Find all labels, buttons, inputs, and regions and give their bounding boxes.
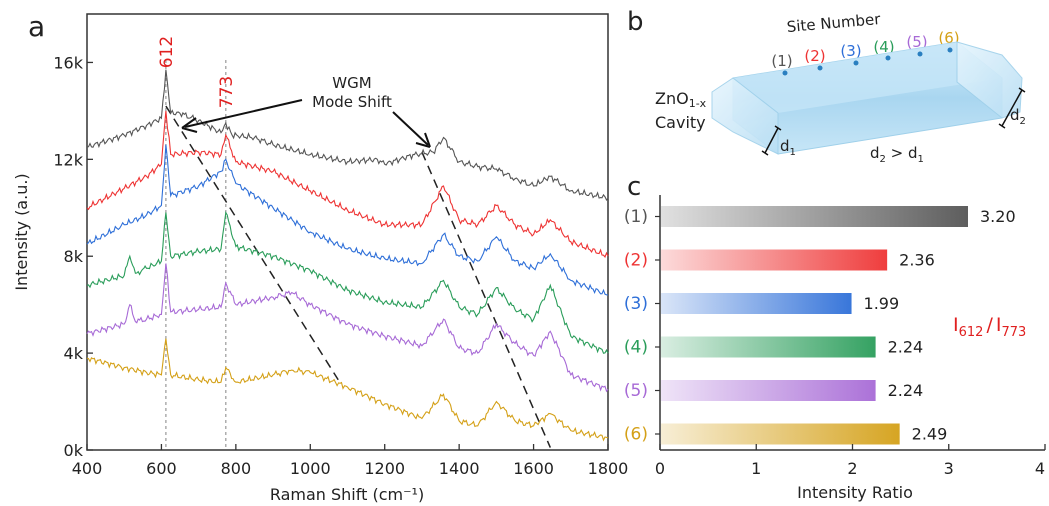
d2-greater-d1-label: d2 > d1	[870, 144, 924, 165]
spectrum-site-6	[86, 338, 609, 442]
c-x-tick-label-1: 1	[751, 459, 761, 478]
ratio-value-label-3: 1.99	[864, 294, 900, 313]
wgm-shift-line-1	[165, 105, 339, 381]
y-axis-label: Intensity (a.u.)	[12, 173, 31, 290]
spectrum-site-1	[86, 69, 609, 202]
wgm-shift-dashed-lines	[165, 105, 552, 448]
plot-frame	[86, 13, 609, 451]
material-label: ZnO1-x	[655, 89, 707, 110]
ratio-bar-site-3	[661, 293, 852, 314]
category-label-5: (5)	[624, 381, 648, 401]
annotation-arrowhead-left	[181, 117, 198, 133]
x-tick-label-1000: 1000	[290, 459, 331, 478]
x-tick-label-600: 600	[146, 459, 177, 478]
y-axis-ticks: 0k 4k 8k 12k 16k	[53, 53, 93, 460]
c-x-tick-label-2: 2	[847, 459, 857, 478]
ratio-value-label-6: 2.49	[912, 425, 948, 444]
zno-cavity-diagram: Site Number (1) (2) (3) (4) (5) (6) d1 d…	[655, 10, 1026, 165]
site-dot-6	[947, 47, 953, 53]
d2-marker	[998, 87, 1026, 129]
site-dot-1	[782, 70, 788, 76]
raman-spectra-chart: 400 600 800 1000 1200 1400 1600 1800 0k 4k 8k 12k 1…	[12, 13, 629, 504]
c-x-tick-label-4: 4	[1035, 459, 1045, 478]
annotation-wgm: WGM	[332, 74, 371, 92]
ratio-bar-site-1	[661, 206, 968, 227]
ratio-bars: 3.20 (1) 2.36 (2) 1.99 (3) 2.24 (4) 2.24 (5) 2.49 (…	[624, 206, 1016, 445]
category-label-3: (3)	[624, 294, 648, 314]
site-number-title: Site Number	[786, 10, 882, 36]
x-tick-label-800: 800	[221, 459, 252, 478]
site-label-5: (5)	[906, 33, 927, 51]
y-tick-label-8000: 8k	[64, 247, 84, 266]
annotation-arrow-right	[392, 111, 429, 146]
peak-label-612: 612	[157, 36, 177, 68]
intensity-ratio-chart: 3.20 (1) 2.36 (2) 1.99 (3) 2.24 (4) 2.24 (5) 2.49 (…	[624, 195, 1046, 502]
y-tick-label-4000: 4k	[64, 344, 84, 363]
annotation-arrowhead-right	[415, 132, 431, 148]
ratio-bar-site-4	[661, 336, 876, 358]
spectra-series	[86, 69, 609, 442]
c-x-axis-label: Intensity Ratio	[797, 483, 913, 502]
x-tick-label-400: 400	[72, 459, 103, 478]
ratio-bar-site-6	[661, 423, 900, 445]
ratio-bar-site-2	[661, 249, 888, 271]
crystal-left-end	[711, 77, 779, 155]
site-dots	[782, 47, 953, 76]
wgm-shift-line-2	[421, 151, 552, 448]
ratio-bar-site-5	[661, 380, 876, 401]
y-tick-label-12000: 12k	[53, 150, 83, 169]
panel-letter-a: a	[28, 10, 45, 43]
c-x-axis-ticks: 0 1 2 3 4	[655, 444, 1046, 478]
y-tick-label-16000: 16k	[53, 53, 83, 72]
spectrum-site-2	[86, 110, 609, 258]
x-axis-label: Raman Shift (cm⁻¹)	[270, 485, 424, 504]
annotation-arrow-left	[184, 99, 303, 128]
ratio-value-label-4: 2.24	[888, 338, 924, 357]
d1-marker	[761, 125, 782, 156]
peak-marker-lines	[165, 60, 227, 450]
spectrum-site-4	[86, 210, 609, 354]
spectrum-site-3	[86, 144, 609, 296]
crystal-top-face	[733, 42, 1002, 113]
ratio-formula-label: I612/I773	[953, 314, 1026, 340]
site-label-2: (2)	[804, 47, 825, 65]
site-dot-3	[853, 60, 859, 66]
annotation-mode-shift: Mode Shift	[312, 93, 392, 111]
x-tick-label-1800: 1800	[588, 459, 629, 478]
spectrum-site-5	[86, 263, 609, 393]
category-label-1: (1)	[624, 207, 648, 227]
peak-label-773: 773	[217, 76, 237, 108]
d2-label: d2	[1010, 106, 1026, 127]
panel-letter-b: b	[627, 7, 644, 37]
site-dot-4	[885, 55, 891, 61]
ratio-value-label-5: 2.24	[888, 381, 924, 400]
x-axis-ticks: 400 600 800 1000 1200 1400 1600 1800	[72, 444, 629, 478]
category-label-6: (6)	[624, 425, 648, 445]
cavity-label: Cavity	[655, 113, 706, 132]
site-dot-5	[917, 51, 923, 57]
ratio-value-label-1: 3.20	[980, 207, 1016, 226]
category-label-4: (4)	[624, 338, 648, 358]
site-label-3: (3)	[840, 42, 861, 60]
site-label-4: (4)	[873, 38, 894, 56]
c-x-tick-label-3: 3	[944, 459, 954, 478]
site-label-1: (1)	[771, 52, 792, 70]
site-labels: (1) (2) (3) (4) (5) (6)	[771, 29, 959, 70]
crystal-right-end	[956, 41, 1023, 119]
ratio-value-label-2: 2.36	[899, 251, 935, 270]
c-x-tick-label-0: 0	[655, 459, 665, 478]
x-tick-label-1200: 1200	[364, 459, 405, 478]
site-dot-2	[817, 65, 823, 71]
panel-letter-c: c	[627, 172, 641, 202]
y-tick-label-0: 0k	[64, 441, 84, 460]
x-tick-label-1600: 1600	[513, 459, 554, 478]
x-tick-label-1400: 1400	[439, 459, 480, 478]
category-label-2: (2)	[624, 251, 648, 271]
peak-labels: 612 773	[157, 36, 237, 108]
d1-label: d1	[780, 137, 796, 158]
